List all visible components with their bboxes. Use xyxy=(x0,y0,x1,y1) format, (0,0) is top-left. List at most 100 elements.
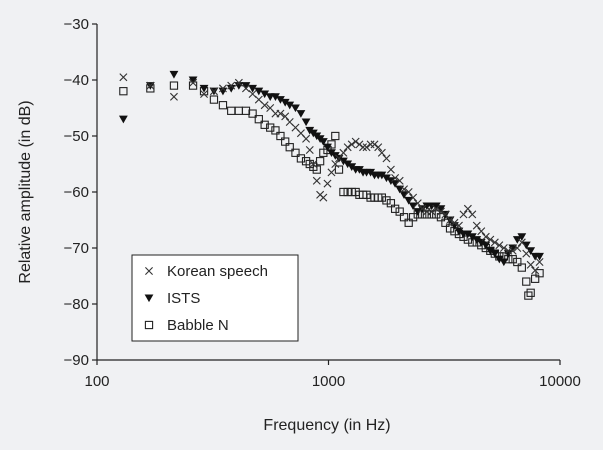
data-point xyxy=(296,154,306,163)
data-point xyxy=(530,274,540,283)
legend-marker xyxy=(144,294,154,303)
data-point xyxy=(521,241,531,250)
data-point xyxy=(285,101,295,110)
data-point xyxy=(339,157,348,166)
data-point xyxy=(404,218,413,227)
data-point xyxy=(395,176,404,185)
data-point xyxy=(281,112,290,121)
data-point xyxy=(323,143,332,152)
legend-marker xyxy=(145,267,153,275)
data-point xyxy=(241,82,251,90)
data-point xyxy=(445,224,455,233)
y-tick-label: −80 xyxy=(64,296,89,313)
data-point xyxy=(312,176,321,185)
data-point xyxy=(370,140,379,149)
data-point xyxy=(374,143,383,152)
data-point xyxy=(241,84,250,93)
data-point xyxy=(494,255,504,264)
data-point xyxy=(169,81,179,90)
data-point xyxy=(327,149,336,157)
data-point xyxy=(366,168,375,177)
data-point xyxy=(118,115,128,124)
data-point xyxy=(343,143,352,152)
data-point xyxy=(468,210,477,219)
data-point xyxy=(254,115,263,124)
data-point xyxy=(522,249,531,258)
data-point xyxy=(395,207,404,216)
data-point xyxy=(218,84,227,93)
data-point xyxy=(499,244,508,252)
data-point xyxy=(413,208,423,216)
legend-marker xyxy=(144,320,154,330)
data-point xyxy=(382,196,391,205)
data-point xyxy=(454,227,464,236)
data-points xyxy=(118,70,544,300)
data-point xyxy=(513,257,522,267)
data-point xyxy=(276,109,285,118)
data-point xyxy=(209,95,219,104)
data-point xyxy=(227,81,236,90)
legend-box xyxy=(131,254,299,342)
data-point xyxy=(454,221,463,230)
series-square xyxy=(119,81,544,300)
data-point xyxy=(339,187,348,197)
data-point xyxy=(359,143,368,152)
data-point xyxy=(260,120,269,129)
data-point xyxy=(382,154,391,163)
data-point xyxy=(327,168,336,177)
data-point xyxy=(323,179,332,188)
data-point xyxy=(391,174,400,182)
data-point xyxy=(347,163,357,171)
data-point xyxy=(234,78,243,87)
data-point xyxy=(271,93,280,101)
data-point xyxy=(248,84,257,93)
data-point xyxy=(404,196,414,205)
legend-label: ISTS xyxy=(167,290,200,307)
x-tick-label: 10000 xyxy=(539,373,581,390)
data-point xyxy=(436,205,446,213)
data-point xyxy=(218,101,228,110)
data-point xyxy=(386,165,395,174)
data-point xyxy=(441,218,450,227)
data-point xyxy=(119,87,128,96)
series-triangle-down xyxy=(118,70,544,267)
data-point xyxy=(218,87,228,96)
y-tick-label: −30 xyxy=(64,16,89,33)
data-point xyxy=(386,177,396,185)
data-point xyxy=(467,233,477,241)
data-point xyxy=(526,247,536,255)
data-point xyxy=(331,160,340,168)
data-point xyxy=(481,241,491,250)
data-point xyxy=(535,258,544,266)
data-point xyxy=(309,160,318,168)
data-point xyxy=(526,260,535,269)
data-point xyxy=(335,154,343,163)
data-point xyxy=(189,78,198,87)
data-point xyxy=(422,210,432,219)
data-point xyxy=(366,140,375,149)
data-point xyxy=(418,204,427,213)
data-point xyxy=(432,210,441,219)
data-point xyxy=(291,104,300,113)
data-point xyxy=(234,82,244,90)
data-point xyxy=(312,165,321,174)
data-point xyxy=(508,246,517,255)
data-point xyxy=(351,137,360,146)
data-point xyxy=(476,238,486,247)
data-point xyxy=(535,252,544,261)
y-ticks: −30 −40 −50 −60 −70 −80 −90 xyxy=(64,16,97,369)
data-point xyxy=(490,250,500,258)
y-tick-label: −40 xyxy=(64,72,89,89)
data-point xyxy=(188,76,198,85)
data-point xyxy=(318,138,328,146)
data-point xyxy=(472,221,481,230)
data-point xyxy=(200,90,209,98)
data-point xyxy=(508,255,517,264)
data-point xyxy=(234,106,244,115)
data-point xyxy=(432,204,441,213)
data-point xyxy=(248,109,257,118)
data-point xyxy=(377,148,386,157)
x-ticks: 100 1000 10000 xyxy=(84,360,581,390)
data-point xyxy=(408,202,418,211)
